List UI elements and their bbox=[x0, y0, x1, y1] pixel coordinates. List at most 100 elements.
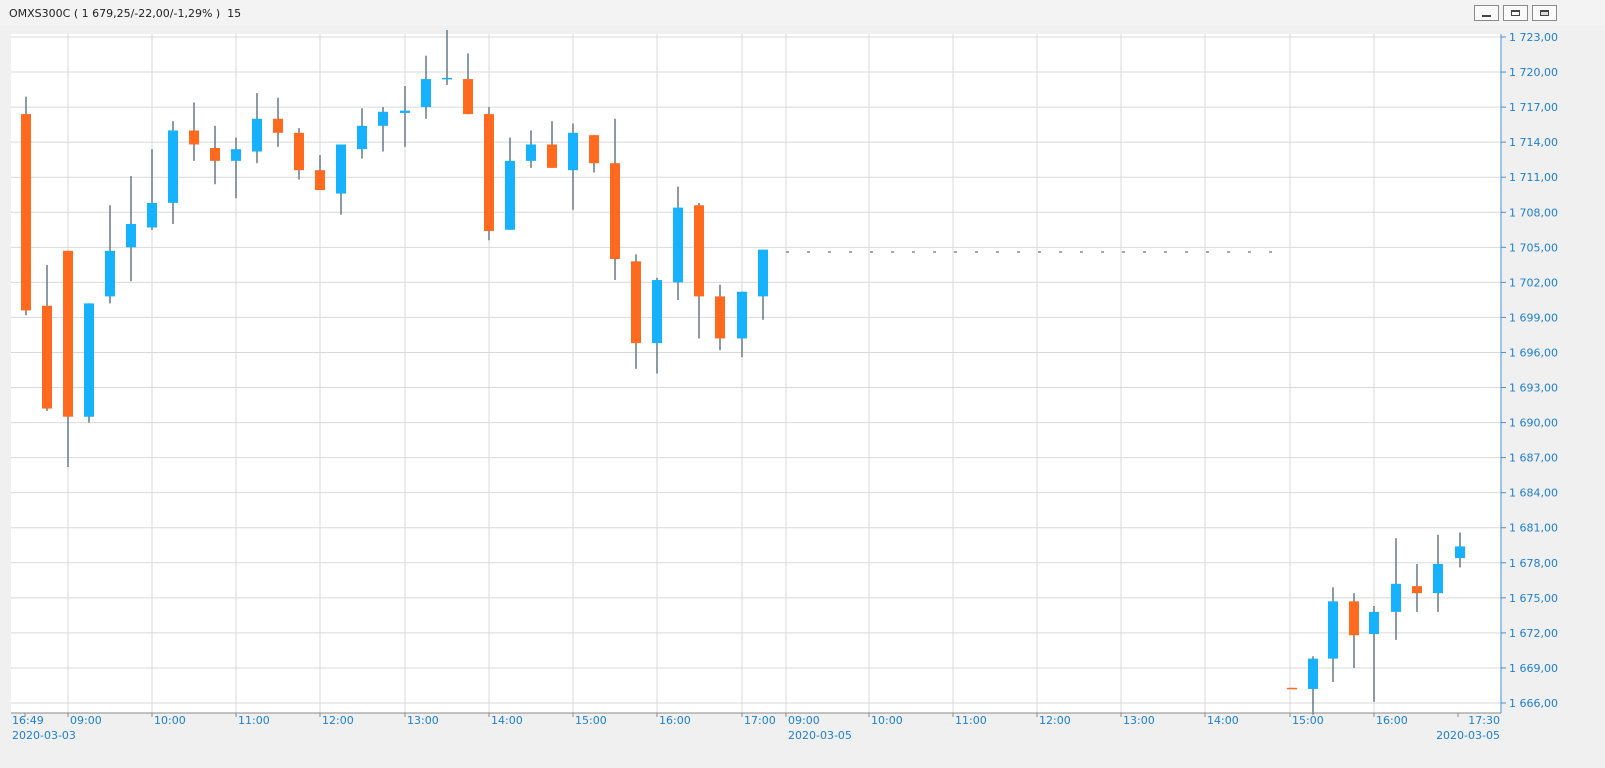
candle-up[interactable] bbox=[442, 29, 452, 85]
x-tick-label: 17:00 bbox=[744, 714, 776, 727]
y-axis[interactable]: 1 723,00 1 720,00 1 717,00 1 714,00 1 711,00… bbox=[1501, 31, 1558, 710]
x-tick-label: 12:00 bbox=[322, 714, 354, 727]
window-titlebar: OMXS300C ( 1 679,25/-22,00/-1,29% ) 15 bbox=[0, 0, 1605, 26]
minimize-icon bbox=[1482, 10, 1491, 17]
candle-up[interactable] bbox=[336, 144, 346, 215]
candle-up[interactable] bbox=[126, 176, 136, 282]
candle-up[interactable] bbox=[526, 130, 536, 168]
x-tick-label: 10:00 bbox=[871, 714, 903, 727]
candles[interactable] bbox=[21, 29, 1465, 715]
candle-up[interactable] bbox=[1391, 538, 1401, 640]
candle-body bbox=[673, 207, 683, 283]
y-tick-label: 1 666,00 bbox=[1509, 697, 1558, 710]
candle-down[interactable] bbox=[189, 102, 199, 161]
candle-down[interactable] bbox=[463, 53, 473, 115]
x-tick-label: 13:00 bbox=[407, 714, 439, 727]
candle-body bbox=[1308, 658, 1318, 689]
minimize-button[interactable] bbox=[1474, 5, 1499, 21]
candle-body bbox=[168, 130, 178, 203]
candle-up[interactable] bbox=[1369, 606, 1379, 702]
candle-body bbox=[631, 261, 641, 344]
candle-down[interactable] bbox=[1349, 593, 1359, 668]
candle-up[interactable] bbox=[1433, 534, 1443, 612]
candle-down[interactable] bbox=[315, 155, 325, 191]
x-tick-label: 11:00 bbox=[955, 714, 987, 727]
y-tick-label: 1 708,00 bbox=[1509, 206, 1558, 219]
y-tick-label: 1 669,00 bbox=[1509, 662, 1558, 675]
close-icon bbox=[1540, 10, 1549, 16]
candle-up[interactable] bbox=[400, 86, 410, 147]
candle-up[interactable] bbox=[105, 205, 115, 304]
candle-body bbox=[1433, 563, 1443, 594]
candle-body bbox=[505, 160, 515, 230]
x-tick-label: 15:00 bbox=[1292, 714, 1324, 727]
candle-up[interactable] bbox=[231, 137, 241, 199]
candlestick-chart[interactable]: 1 723,00 1 720,00 1 717,00 1 714,00 1 711,00… bbox=[0, 26, 1605, 768]
candle-body bbox=[210, 148, 220, 161]
x-tick-label: 09:00 bbox=[788, 714, 820, 727]
candle-up[interactable] bbox=[357, 108, 367, 159]
candle-body bbox=[1412, 586, 1422, 594]
candle-body bbox=[42, 305, 52, 409]
candle-up[interactable] bbox=[568, 123, 578, 210]
candle-down[interactable] bbox=[273, 97, 283, 147]
candle-down[interactable] bbox=[715, 284, 725, 351]
candle-down[interactable] bbox=[484, 107, 494, 241]
candle-down[interactable] bbox=[610, 118, 620, 281]
candle-up[interactable] bbox=[652, 277, 662, 374]
candle-down[interactable] bbox=[631, 254, 641, 369]
candle-body bbox=[63, 250, 73, 417]
plot-area[interactable] bbox=[11, 34, 1501, 713]
candle-up[interactable] bbox=[1308, 656, 1318, 715]
candle-up[interactable] bbox=[378, 107, 388, 152]
candle-up[interactable] bbox=[168, 121, 178, 224]
candle-up[interactable] bbox=[421, 55, 431, 119]
candle-body bbox=[568, 132, 578, 171]
y-tick-label: 1 714,00 bbox=[1509, 136, 1558, 149]
candle-up[interactable] bbox=[147, 149, 157, 230]
candle-up[interactable] bbox=[737, 291, 747, 358]
candle-body bbox=[1328, 601, 1338, 659]
y-tick-label: 1 717,00 bbox=[1509, 101, 1558, 114]
candle-body bbox=[357, 125, 367, 150]
y-tick-label: 1 675,00 bbox=[1509, 592, 1558, 605]
candle-body bbox=[526, 144, 536, 161]
candle-up[interactable] bbox=[252, 93, 262, 164]
candle-down[interactable] bbox=[589, 135, 599, 173]
y-tick-label: 1 687,00 bbox=[1509, 452, 1558, 465]
candle-body bbox=[442, 77, 452, 80]
restore-button[interactable] bbox=[1503, 5, 1528, 21]
candle-body bbox=[231, 149, 241, 161]
candle-down[interactable] bbox=[1287, 687, 1297, 690]
candle-down[interactable] bbox=[294, 128, 304, 180]
candle-down[interactable] bbox=[1412, 563, 1422, 612]
candle-down[interactable] bbox=[63, 250, 73, 467]
candle-body bbox=[147, 202, 157, 228]
candle-up[interactable] bbox=[673, 186, 683, 300]
x-axis[interactable]: 16:49 2020-03-03 09:00 10:00 11:00 12:00 13:00… bbox=[12, 713, 1500, 742]
candle-body bbox=[1349, 601, 1359, 636]
y-tick-label: 1 705,00 bbox=[1509, 241, 1558, 254]
candle-body bbox=[610, 163, 620, 259]
candle-body bbox=[21, 114, 31, 311]
close-button[interactable] bbox=[1532, 5, 1557, 21]
y-tick-label: 1 720,00 bbox=[1509, 66, 1558, 79]
y-tick-label: 1 672,00 bbox=[1509, 627, 1558, 640]
candle-up[interactable] bbox=[84, 303, 94, 423]
candle-down[interactable] bbox=[694, 202, 704, 339]
candle-body bbox=[126, 223, 136, 248]
candle-down[interactable] bbox=[21, 96, 31, 316]
x-tick-label: 12:00 bbox=[1039, 714, 1071, 727]
candle-up[interactable] bbox=[1328, 587, 1338, 682]
candle-down[interactable] bbox=[42, 264, 52, 411]
candle-body bbox=[105, 250, 115, 297]
candle-body bbox=[84, 303, 94, 417]
candle-up[interactable] bbox=[758, 249, 768, 320]
candle-up[interactable] bbox=[505, 137, 515, 230]
candle-body bbox=[589, 135, 599, 164]
candle-body bbox=[463, 79, 473, 115]
candle-down[interactable] bbox=[547, 121, 557, 168]
candle-down[interactable] bbox=[210, 125, 220, 185]
candle-up[interactable] bbox=[1455, 532, 1465, 568]
x-tick-date-label: 2020-03-05 bbox=[1436, 729, 1500, 742]
